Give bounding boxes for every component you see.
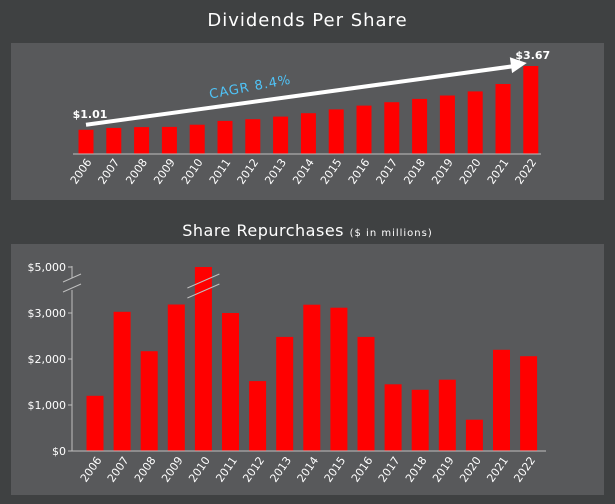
repurchase-bar: [357, 336, 375, 451]
dividends-x-tick-label: 2022: [513, 156, 540, 186]
repurchases-y-tick-label: $1,000: [28, 399, 67, 412]
repurchase-bar: [222, 313, 239, 451]
dividends-x-tick-label: 2010: [179, 156, 206, 186]
dividend-bar: [523, 66, 539, 154]
repurchases-x-tick-label: 2012: [240, 454, 267, 484]
repurchases-x-tick-label: 2019: [430, 454, 457, 484]
dividend-bar: [134, 127, 150, 154]
repurchases-y-tick-label: $5,000: [28, 261, 67, 274]
repurchase-bar: [303, 304, 321, 451]
repurchase-bar: [493, 349, 510, 451]
dividends-x-tick-label: 2012: [235, 156, 262, 186]
repurchase-bar: [330, 307, 348, 451]
y-axis-break-mark: [62, 283, 82, 293]
dividends-x-tick-label: 2015: [318, 156, 345, 186]
dividend-bar: [356, 105, 372, 154]
repurchases-chart-title: Share Repurchases ($ in millions): [0, 221, 615, 240]
dividends-x-tick-label: 2013: [262, 156, 289, 186]
dividend-bar: [384, 102, 400, 154]
dividend-bar: [467, 91, 483, 154]
repurchases-x-tick-label: 2018: [403, 454, 430, 484]
repurchase-bar: [167, 304, 185, 451]
repurchase-bar: [249, 381, 267, 451]
dividend-bar: [328, 109, 344, 154]
dividend-bar: [161, 126, 177, 154]
dividends-x-tick-label: 2011: [207, 156, 234, 186]
repurchase-bar: [465, 419, 483, 451]
repurchases-y-tick-label: $3,000: [28, 307, 67, 320]
bar-break-mark: [187, 283, 220, 299]
dividends-x-tick-label: 2008: [123, 156, 150, 186]
dividends-x-tick-label: 2020: [457, 156, 484, 186]
repurchases-x-tick-label: 2009: [159, 454, 186, 484]
repurchase-bar: [113, 311, 131, 451]
dividend-bar: [412, 98, 428, 154]
dividends-chart: 2006 2007 2008 2009 2010 2011 2012 2013 2014 2015…: [68, 49, 550, 187]
dividend-bar: [245, 119, 261, 154]
repurchases-x-tick-label: 2022: [511, 454, 538, 484]
repurchases-x-tick-label: 2006: [78, 454, 105, 484]
repurchase-bar: [520, 356, 538, 451]
repurchases-title-text: Share Repurchases: [182, 221, 344, 240]
repurchase-bar: [140, 351, 158, 451]
repurchase-bar: [438, 379, 456, 451]
dividends-chart-panel: 2006 2007 2008 2009 2010 2011 2012 2013 2014 2015…: [11, 43, 604, 200]
dividend-bar: [189, 124, 205, 154]
repurchases-y-tick-label: $0: [52, 445, 66, 458]
repurchases-x-tick-label: 2020: [457, 454, 484, 484]
repurchases-x-tick-label: 2015: [322, 454, 349, 484]
dividends-x-tick-label: 2019: [429, 156, 456, 186]
dividend-bar: [217, 120, 233, 154]
repurchase-bar: [384, 384, 402, 451]
repurchases-y-tick-label: $2,000: [28, 353, 67, 366]
dividends-x-tick-label: 2009: [151, 156, 178, 186]
bar-break-mark: [187, 273, 220, 289]
dividend-bar: [300, 113, 316, 154]
dividend-bar: [495, 84, 511, 154]
cagr-arrow-head: [509, 57, 527, 74]
dividends-x-tick-label: 2006: [68, 156, 95, 186]
repurchases-x-tick-label: 2011: [213, 454, 240, 484]
repurchases-x-tick-label: 2010: [186, 454, 213, 484]
dividend-bar: [439, 95, 455, 154]
dividend-bar: [78, 129, 94, 154]
dividend-data-label: $1.01: [73, 108, 108, 121]
cagr-arrow-line: [85, 64, 516, 127]
repurchases-x-tick-label: 2013: [267, 454, 294, 484]
repurchases-x-tick-label: 2008: [132, 454, 159, 484]
repurchases-x-tick-label: 2016: [349, 454, 376, 484]
dividends-x-tick-label: 2014: [290, 156, 317, 186]
dividends-x-tick-label: 2017: [374, 156, 401, 186]
repurchase-bar: [86, 395, 104, 451]
y-axis-break-mark: [62, 273, 82, 283]
repurchases-x-tick-label: 2007: [105, 454, 132, 484]
dividends-x-tick-label: 2018: [401, 156, 428, 186]
dividend-bar: [273, 116, 289, 154]
repurchases-chart-panel: $0 $1,000 $2,000 $3,000 $5,000 2006 2007 2008 20…: [11, 244, 604, 495]
dividends-x-tick-label: 2016: [346, 156, 373, 186]
dividends-chart-title: Dividends Per Share: [207, 10, 408, 31]
repurchases-x-tick-label: 2017: [376, 454, 403, 484]
repurchase-bar: [194, 267, 212, 451]
dividends-x-tick-label: 2021: [485, 156, 512, 186]
dividends-x-tick-label: 2007: [96, 156, 123, 186]
repurchase-bar: [411, 389, 429, 451]
dividend-data-label: $3.67: [515, 49, 550, 62]
dividend-bar: [106, 127, 122, 154]
repurchases-unit-label: ($ in millions): [349, 228, 433, 239]
repurchase-bar: [276, 336, 294, 451]
repurchases-x-tick-label: 2014: [295, 454, 322, 484]
repurchases-x-tick-label: 2021: [484, 454, 511, 484]
